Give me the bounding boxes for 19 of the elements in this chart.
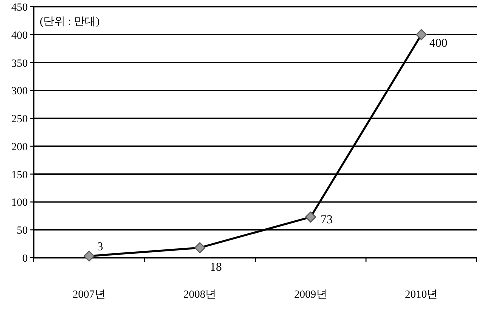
data-label: 400	[430, 36, 448, 50]
data-label: 73	[320, 212, 333, 226]
y-tick-label: 150	[12, 169, 28, 182]
x-tick-label: 2009년	[294, 289, 328, 301]
y-tick-label: 350	[12, 58, 28, 70]
y-tick-label: 200	[12, 141, 28, 154]
data-label: 18	[210, 260, 222, 274]
y-tick-label: 50	[17, 225, 28, 238]
y-tick-label: 300	[12, 86, 28, 98]
data-label: 3	[97, 239, 104, 254]
annotation: (단위 : 만대)	[40, 16, 100, 28]
y-tick-label: 400	[12, 30, 28, 42]
x-tick-label: 2007년	[72, 289, 106, 301]
x-tick-label: 2010년	[405, 289, 438, 301]
y-tick-label: 250	[12, 114, 28, 126]
y-tick-label: 450	[12, 2, 28, 14]
y-tick-label: 0	[22, 253, 28, 265]
y-tick-label: 100	[12, 197, 28, 210]
x-tick-label: 2008년	[184, 289, 217, 301]
